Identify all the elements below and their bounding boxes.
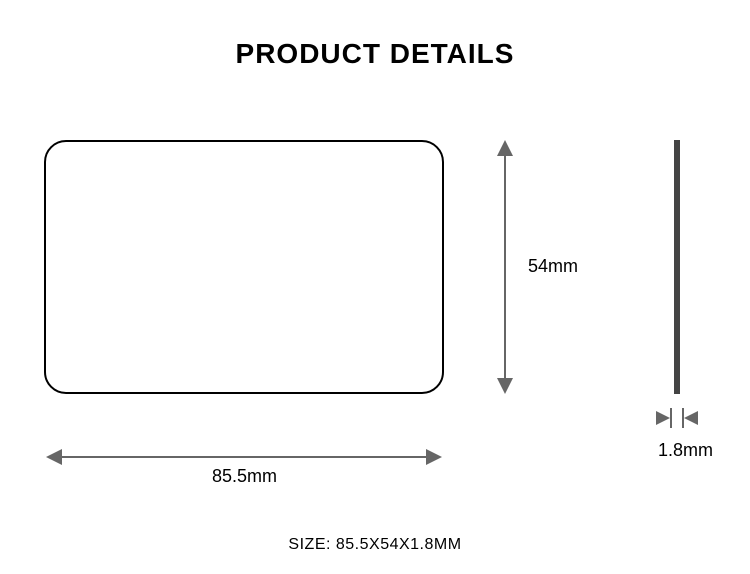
width-label: 85.5mm [212, 466, 277, 487]
product-thickness-bar [674, 140, 680, 394]
thickness-tick-left [670, 408, 672, 428]
page-title: PRODUCT DETAILS [0, 38, 750, 70]
height-arrow-head-top [497, 140, 513, 156]
width-arrow-head-left [46, 449, 62, 465]
product-card-outline [44, 140, 444, 394]
height-label: 54mm [528, 256, 578, 277]
thickness-label: 1.8mm [658, 440, 713, 461]
width-dimension-line [62, 456, 426, 458]
size-summary: SIZE: 85.5X54X1.8MM [0, 536, 750, 554]
thickness-arrow-head-right [684, 411, 698, 425]
height-dimension-line [504, 156, 506, 378]
width-arrow-head-right [426, 449, 442, 465]
thickness-arrow-head-left [656, 411, 670, 425]
height-arrow-head-bottom [497, 378, 513, 394]
